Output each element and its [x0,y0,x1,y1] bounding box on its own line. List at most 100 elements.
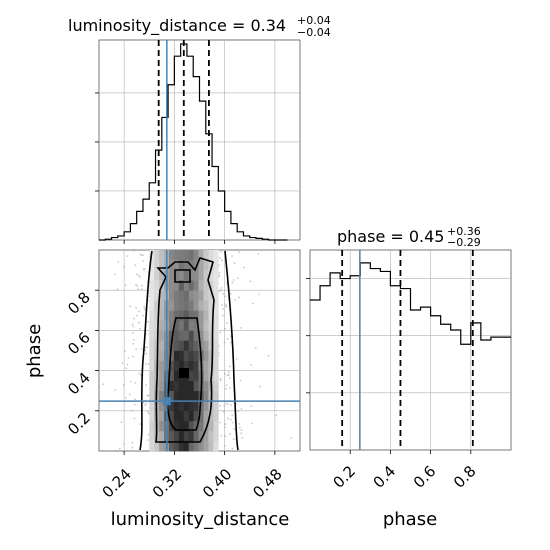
joint-scatter-point [267,354,270,357]
phase-xlabel: phase [383,509,437,530]
joint-scatter-point [221,304,224,307]
joint-density-cell [188,400,194,412]
joint-scatter-point [128,393,131,396]
joint-scatter-point [133,403,136,406]
joint-density-cell [193,330,199,341]
joint-scatter-point [257,252,260,255]
joint-scatter-point [240,407,243,410]
joint-scatter-point [238,251,240,254]
joint-scatter-point [237,410,240,412]
joint-density-cell [193,290,199,301]
joint-density-cell [154,440,160,452]
joint-scatter-point [145,402,148,405]
joint-density-cell [168,440,175,452]
joint-scatter-point [135,348,138,351]
joint-scatter-point [224,423,227,425]
joint-density-cell [213,250,219,261]
joint-scatter-point [132,342,135,345]
joint-density-cell [193,350,199,361]
joint-density-cell [149,410,155,422]
joint-density-cell [213,400,219,412]
joint-density-cell [208,300,214,311]
joint-scatter-point [147,320,149,323]
joint-density-cell [173,440,180,452]
joint-density-cell [188,420,194,432]
joint-density-cell [159,300,165,311]
joint-density-cell [193,410,199,422]
joint-density-cell [203,330,209,341]
joint-density-cell [183,340,190,351]
joint-scatter-point [233,428,236,431]
joint-scatter-point [122,384,125,386]
joint-density-cell [183,380,190,391]
joint-scatter-point [140,347,143,350]
joint-density-cell [149,280,155,291]
joint-density-cell [173,270,180,281]
joint-scatter-point [227,371,230,374]
joint-xtick-label: 0.32 [149,465,185,501]
joint-density-cell [188,270,194,281]
joint-scatter-point [227,417,229,420]
joint-density-cell [183,280,190,291]
joint-density-cell [149,390,155,402]
joint-scatter-point [252,302,254,305]
joint-scatter-point [139,253,142,256]
joint-ylabel: phase [24,324,45,378]
joint-scatter-point [220,434,223,437]
joint-scatter-point [138,310,140,313]
joint-density-cell [154,300,160,311]
joint-density-cell [193,250,199,261]
joint-scatter-point [231,255,233,258]
joint-scatter-point [124,350,126,353]
joint-scatter-point [231,414,234,417]
joint-scatter-point [218,272,221,274]
joint-density-cell [203,250,209,261]
joint-scatter-point [227,374,230,377]
joint-density-cell [159,330,165,341]
joint-scatter-point [234,299,237,301]
joint-density-cell [208,420,214,432]
joint-scatter-point [228,377,231,380]
joint-scatter-point [137,274,140,277]
joint-density-cell [203,290,209,301]
joint-density-cell [183,360,190,371]
joint-density-cell [188,350,194,361]
joint-scatter-point [219,331,222,334]
joint-density-cell [173,320,180,331]
joint-density-cell [193,300,199,311]
ld-hist-quantiles [157,40,210,240]
phase-xtick-label: 0.2 [329,462,359,492]
joint-density-cell [159,310,165,321]
joint-density-cell [178,410,185,422]
joint-density-cell [173,430,180,442]
joint-density-cell [203,390,209,402]
joint-density-cell [173,350,180,361]
joint-density-cell [188,330,194,341]
joint-density-cell [198,410,204,422]
joint-scatter-point [145,384,148,386]
joint-scatter-point [144,346,147,349]
phase-xticks: 0.2 0.4 0.6 0.8 [329,450,480,492]
joint-scatter-point [228,387,231,389]
joint-density-cell [168,350,175,361]
joint-density-cell [203,310,209,321]
phase-hist-frame [309,249,512,451]
joint-density-cell [178,270,185,281]
joint-scatter-point [140,288,143,290]
joint-density-cell [193,270,199,281]
joint-scatter-point [240,432,243,435]
joint-density-cell [159,250,165,261]
joint-scatter-point [239,379,242,382]
joint-density-cell [154,340,160,351]
joint-density-cell [213,330,219,341]
joint-density-cell [198,300,204,311]
joint-scatter-point [226,322,229,325]
joint-ytick-label: 0.6 [64,329,94,359]
joint-density-cell [198,280,204,291]
joint-density-cell [178,250,185,261]
joint-scatter-point [145,362,148,365]
phase-hist-quantiles [341,250,474,450]
joint-scatter-point [222,307,225,310]
joint-density-cell [213,410,219,422]
joint-density-cell [173,260,180,271]
